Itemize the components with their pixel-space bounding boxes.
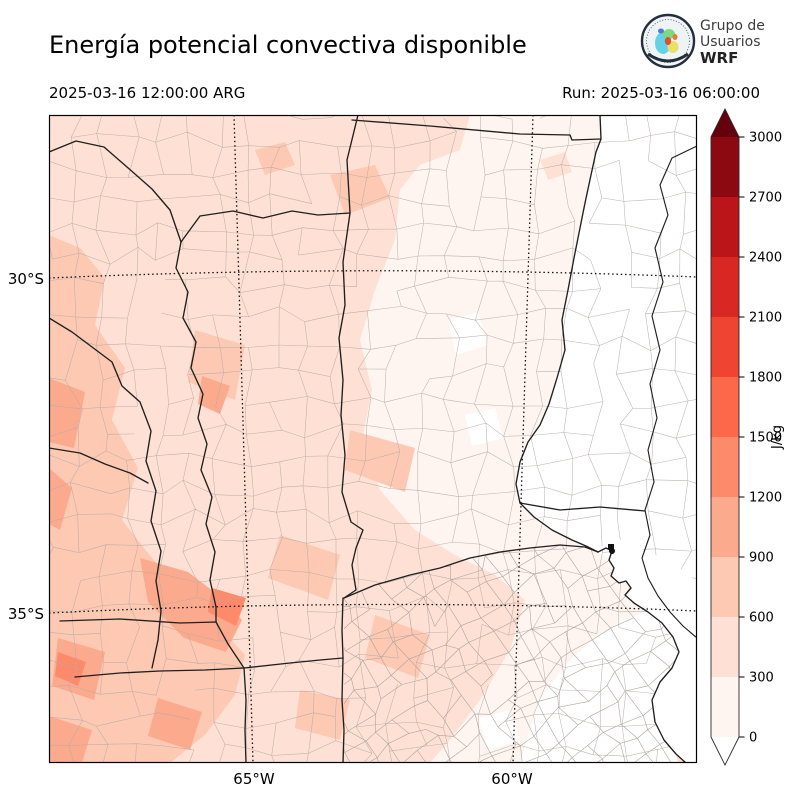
lat-tick-35S: 35°S — [7, 605, 44, 623]
colorbar-segment — [711, 137, 739, 197]
colorbar-tick-label: 600 — [749, 611, 774, 626]
colorbar-segment — [711, 437, 739, 497]
colorbar-segment — [711, 617, 739, 677]
colorbar-tick-label: 1500 — [749, 431, 782, 446]
colorbar-tick-label: 2700 — [749, 191, 782, 206]
colorbar-segment — [711, 197, 739, 257]
colorbar-segment — [711, 377, 739, 437]
buenos-aires-city-marker-2 — [608, 544, 614, 549]
colorbar-tick-label: 2100 — [749, 311, 782, 326]
colorbar-unit-label: J/kg — [770, 425, 785, 450]
colorbar-over-arrow — [711, 109, 739, 137]
buenos-aires-partido-borders — [344, 545, 686, 763]
lon-tick-60W: 60°W — [491, 770, 533, 788]
lon-tick-65W: 65°W — [233, 770, 275, 788]
buenos-aires-city-marker — [609, 548, 615, 554]
run-time-label: Run: 2025-03-16 06:00:00 — [562, 84, 760, 102]
colorbar-segment — [711, 557, 739, 617]
province-borders — [49, 115, 697, 763]
colorbar-segment — [711, 677, 739, 737]
logo-globe-blobs — [655, 28, 679, 54]
colorbar-segment — [711, 257, 739, 317]
colorbar-segment — [711, 497, 739, 557]
colorbar — [711, 137, 739, 737]
logo-text-wrf: WRF — [700, 49, 739, 67]
colorbar-under-arrow — [711, 737, 739, 765]
wrf-users-group-logo — [640, 13, 696, 69]
colorbar-tick-label: 2400 — [749, 251, 782, 266]
colorbar-tick-label: 1800 — [749, 371, 782, 386]
colorbar-tick-label: 3000 — [749, 131, 782, 146]
cape-field-layers — [49, 115, 697, 763]
colorbar-tick-label: 0 — [749, 731, 757, 746]
logo-text-line1: Grupo de — [700, 18, 765, 34]
logo-text-line2: Usuarios — [700, 34, 761, 50]
graticule-lines — [49, 115, 697, 763]
colorbar-tick-label: 900 — [749, 551, 774, 566]
colorbar-tick-label: 1200 — [749, 491, 782, 506]
colorbar-tick-label: 300 — [749, 671, 774, 686]
figure-title: Energía potencial convectiva disponible — [49, 31, 527, 59]
lat-tick-30S: 30°S — [7, 270, 44, 288]
map-frame — [48, 114, 698, 764]
department-borders — [49, 115, 697, 763]
valid-time-label: 2025-03-16 12:00:00 ARG — [49, 84, 246, 102]
colorbar-segment — [711, 317, 739, 377]
